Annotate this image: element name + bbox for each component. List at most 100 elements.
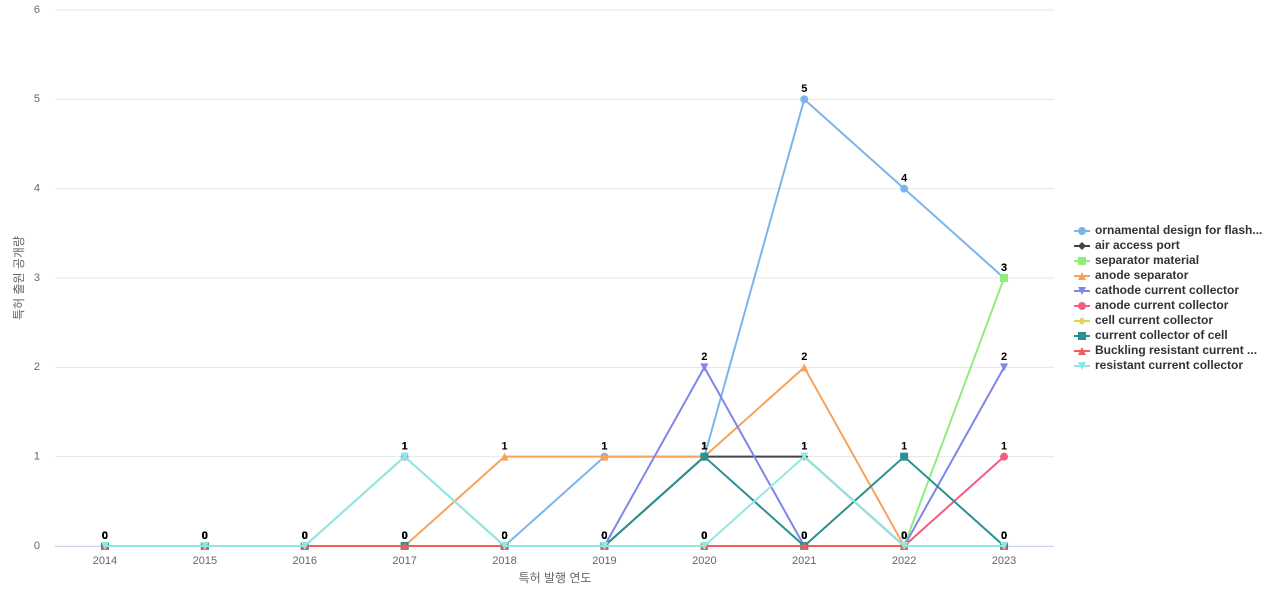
y-tick-label: 5 [34, 93, 40, 105]
data-label: 0 [1001, 530, 1007, 542]
data-label: 0 [202, 530, 208, 542]
series [100, 452, 1009, 550]
x-tick-label: 2018 [492, 555, 516, 567]
data-label: 1 [501, 441, 507, 453]
data-label: 0 [501, 530, 507, 542]
data-label: 0 [701, 530, 707, 542]
data-label: 0 [601, 530, 607, 542]
point [100, 542, 109, 550]
data-label: 0 [402, 530, 408, 542]
data-label: 1 [402, 441, 408, 453]
y-tick-label: 2 [34, 361, 40, 373]
point [500, 542, 509, 550]
point [700, 542, 709, 550]
data-label: 0 [801, 530, 807, 542]
data-label: 0 [501, 530, 507, 542]
legend-label: air access port [1095, 238, 1180, 252]
point [800, 95, 809, 104]
data-label: 0 [1001, 530, 1007, 542]
data-label: 1 [801, 441, 807, 453]
data-label: 0 [901, 530, 907, 542]
point [700, 363, 709, 372]
data-label: 1 [1001, 441, 1007, 453]
point [1000, 452, 1009, 461]
series [100, 95, 1009, 550]
data-label: 0 [601, 530, 607, 542]
data-label: 0 [402, 530, 408, 542]
data-label: 0 [102, 530, 108, 542]
data-label: 0 [402, 530, 408, 542]
data-label: 0 [701, 530, 707, 542]
data-label: 0 [501, 530, 507, 542]
point [300, 542, 309, 550]
data-label: 0 [202, 530, 208, 542]
point [400, 452, 409, 461]
legend-label: ornamental design for flash... [1095, 223, 1262, 237]
legend-marker [1078, 272, 1086, 280]
legend-marker [1078, 302, 1086, 310]
data-label: 0 [302, 530, 308, 542]
data-label: 0 [402, 530, 408, 542]
data-label: 0 [202, 530, 208, 542]
legend-marker [1078, 242, 1086, 250]
data-label: 3 [1001, 262, 1007, 274]
data-label: 0 [102, 530, 108, 542]
data-label: 0 [501, 530, 507, 542]
legend-label: cathode current collector [1095, 283, 1239, 297]
point [800, 452, 809, 461]
data-label: 0 [901, 530, 907, 542]
data-label: 0 [202, 530, 208, 542]
data-label: 0 [102, 530, 108, 542]
series-line [104, 97, 1005, 548]
data-label: 0 [601, 530, 607, 542]
data-label: 0 [102, 530, 108, 542]
legend-label: current collector of cell [1095, 328, 1228, 342]
data-label: 0 [701, 530, 707, 542]
data-label: 0 [501, 530, 507, 542]
data-label: 0 [202, 530, 208, 542]
data-label: 3 [1001, 262, 1007, 274]
y-tick-label: 4 [34, 183, 40, 195]
data-label: 2 [801, 351, 807, 363]
data-label: 0 [202, 530, 208, 542]
data-label: 1 [901, 441, 907, 453]
point [600, 542, 609, 550]
point [800, 363, 809, 372]
legend-marker [1078, 362, 1086, 370]
x-tick-label: 2019 [592, 555, 616, 567]
series-line [104, 455, 1005, 547]
data-label: 1 [801, 441, 807, 453]
point [1000, 274, 1009, 282]
data-label: 0 [102, 530, 108, 542]
data-label: 2 [1001, 351, 1007, 363]
point [1000, 542, 1009, 550]
legend-label: anode separator [1095, 268, 1189, 282]
data-label: 0 [302, 530, 308, 542]
data-label: 0 [601, 530, 607, 542]
data-label: 0 [202, 530, 208, 542]
legend-label: resistant current collector [1095, 358, 1243, 372]
y-tick-label: 1 [34, 451, 40, 463]
point [900, 542, 909, 550]
data-label: 0 [701, 530, 707, 542]
point [500, 452, 509, 461]
data-label: 0 [202, 530, 208, 542]
data-label: 0 [402, 530, 408, 542]
data-label: 0 [102, 530, 108, 542]
legend-label: anode current collector [1095, 298, 1229, 312]
data-label: 0 [1001, 530, 1007, 542]
data-label: 0 [801, 530, 807, 542]
x-tick-label: 2015 [193, 555, 217, 567]
x-tick-label: 2016 [293, 555, 317, 567]
data-label: 4 [901, 173, 908, 185]
data-label: 0 [1001, 530, 1007, 542]
data-label: 0 [302, 530, 308, 542]
data-label: 0 [202, 530, 208, 542]
x-tick-label: 2014 [93, 555, 117, 567]
data-label: 0 [501, 530, 507, 542]
data-label: 0 [302, 530, 308, 542]
y-tick-label: 0 [34, 540, 40, 552]
data-label: 0 [801, 530, 807, 542]
data-label: 0 [302, 530, 308, 542]
